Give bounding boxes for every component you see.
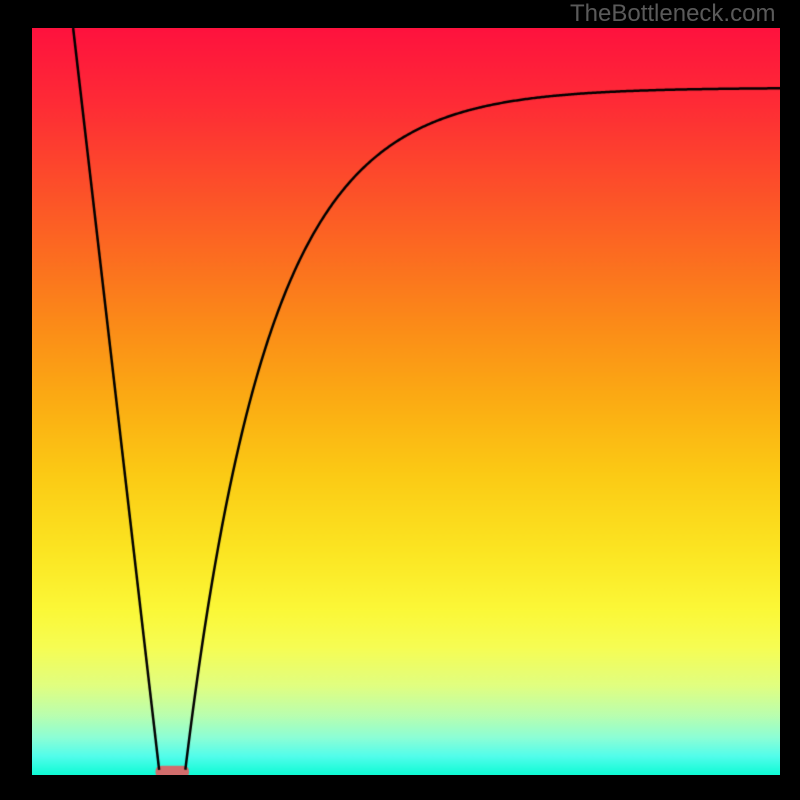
plot-container: [32, 28, 780, 775]
watermark-text: TheBottleneck.com: [570, 0, 775, 28]
bottleneck-chart: [32, 28, 780, 775]
